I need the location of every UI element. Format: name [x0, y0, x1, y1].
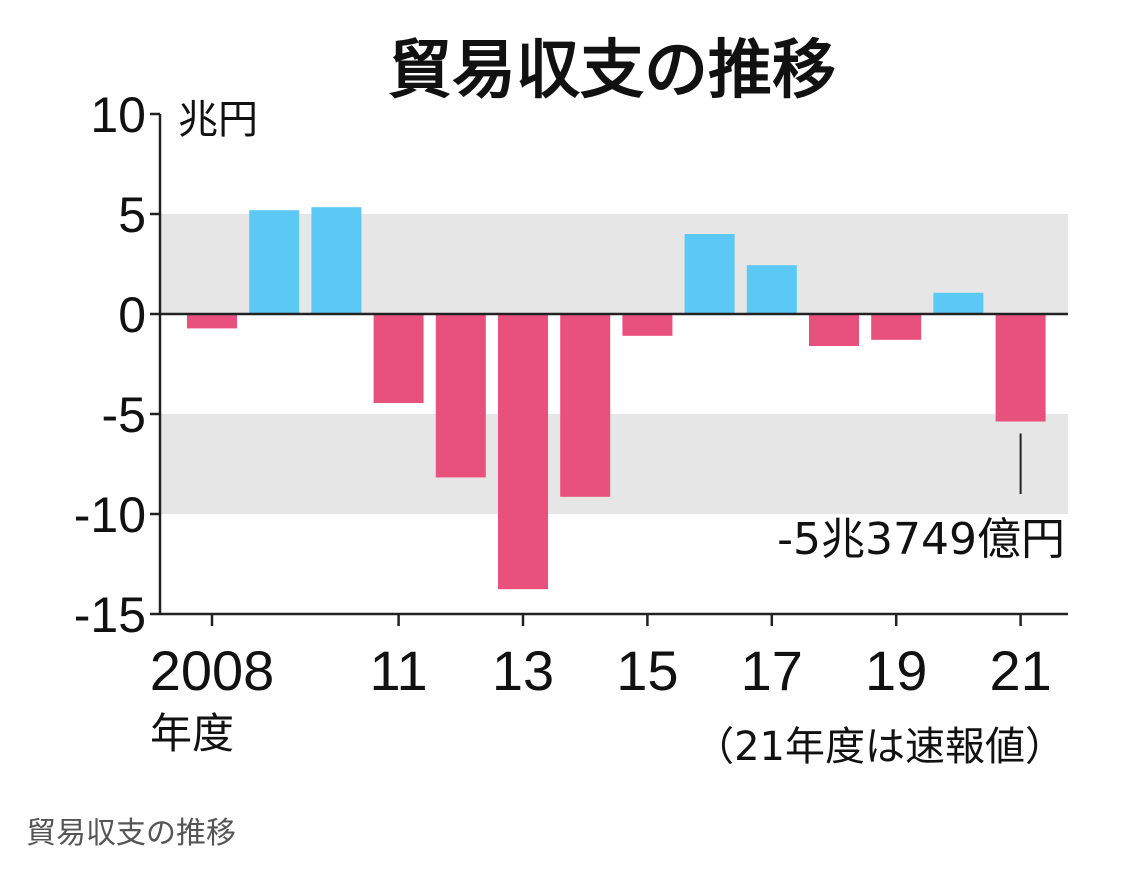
y-tick-label-10: 10 [90, 87, 146, 143]
shaded-band-1 [160, 214, 1068, 314]
bars [187, 207, 1046, 590]
bar-2009 [249, 210, 300, 314]
bar-2013 [498, 314, 548, 590]
bar-2018 [809, 314, 859, 346]
bar-2019 [871, 314, 922, 340]
y-tick-label--10: -10 [74, 487, 146, 543]
bar-2021 [995, 314, 1046, 422]
y-tick-label--15: -15 [74, 587, 146, 643]
x-tick-label-11: 11 [370, 639, 428, 702]
caption: 貿易収支の推移 [26, 816, 236, 851]
x-unit-label: 年度 [150, 709, 234, 758]
y-tick-label--5: -5 [102, 387, 146, 443]
footnote: （21年度は速報値） [694, 724, 1065, 770]
x-tick-label-17: 17 [741, 639, 803, 702]
y-tick-label-5: 5 [118, 187, 146, 243]
annotation-label: -5兆3749億円 [777, 514, 1065, 565]
bar-2008 [187, 314, 237, 329]
chart-title: 貿易収支の推移 [388, 34, 836, 108]
axes [150, 112, 1068, 626]
bar-2010 [311, 207, 362, 314]
x-tick-label-19: 19 [865, 639, 927, 702]
bar-2020 [933, 292, 984, 314]
shaded-band-2 [160, 414, 1068, 514]
y-unit-label: 兆円 [178, 97, 258, 143]
bar-2015 [622, 314, 673, 336]
bar-2016 [684, 234, 735, 314]
bar-2017 [746, 265, 797, 314]
bar-2014 [560, 314, 611, 497]
shaded-bands [160, 214, 1068, 514]
x-tick-label-15: 15 [616, 639, 678, 702]
x-tick-label-2008: 2008 [150, 639, 275, 702]
bar-2011 [373, 314, 424, 403]
y-tick-label-0: 0 [118, 287, 146, 343]
bar-2012 [435, 314, 486, 478]
x-tick-label-13: 13 [492, 639, 554, 702]
x-tick-label-21: 21 [989, 639, 1051, 702]
